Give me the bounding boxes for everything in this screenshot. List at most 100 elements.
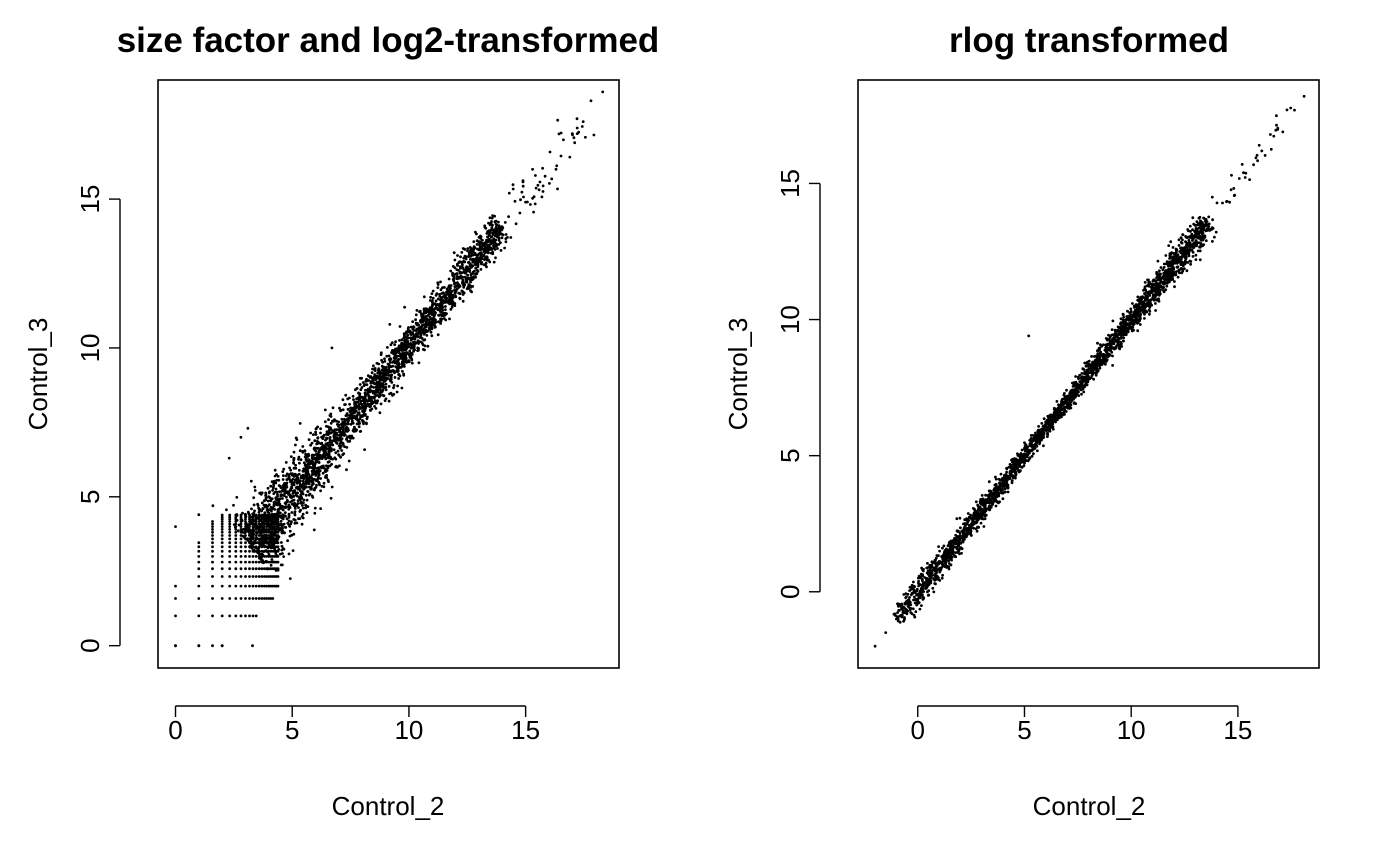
data-point [293,518,297,522]
data-point [361,420,365,424]
data-point [254,597,258,600]
data-point [253,522,257,526]
data-point [1046,435,1049,438]
data-point [337,425,340,428]
data-point [436,283,440,286]
data-point [298,449,302,453]
data-point [387,399,391,403]
data-point [260,538,264,542]
data-point [1142,310,1145,314]
data-point [272,479,276,483]
data-point [327,428,331,432]
data-point [278,515,282,518]
data-point [325,473,328,477]
data-point [929,576,933,579]
data-point [392,384,396,387]
data-point [461,299,465,303]
data-point [1064,410,1068,413]
data-point [275,473,278,476]
data-point [232,523,236,526]
data-point [263,544,266,548]
data-point [1195,220,1199,224]
data-point [325,424,328,428]
data-point [264,496,268,500]
data-point [524,200,527,204]
data-point [555,164,559,168]
data-point [419,332,422,335]
data-point [428,318,431,322]
data-point [987,480,991,484]
data-point [317,472,321,476]
data-point [274,540,278,543]
data-point [239,549,243,553]
data-point [286,539,289,543]
data-point [951,552,955,556]
data-point [433,307,437,310]
data-point [430,292,434,295]
data-point [570,132,574,136]
data-point [265,575,269,578]
data-point [426,329,430,333]
data-point [451,271,454,275]
data-point [262,503,266,507]
data-point [1024,459,1028,462]
data-point [251,575,255,578]
data-point [973,522,976,525]
data-point [251,644,254,648]
data-point [291,549,295,552]
data-point [249,479,253,483]
data-point [256,541,259,544]
data-point [433,322,436,326]
data-point [317,441,321,445]
data-point [471,264,475,268]
data-point [220,515,224,519]
data-point [327,454,331,457]
data-point [478,246,482,250]
data-point [245,523,249,527]
data-point [382,371,386,374]
data-point [568,155,572,159]
data-point [378,380,381,384]
data-point [294,486,298,490]
data-point [478,242,482,245]
data-point [471,249,475,253]
data-point [281,552,284,555]
data-point [343,423,347,427]
data-point [404,338,408,341]
data-point [462,256,466,260]
data-point [548,182,551,185]
data-point [409,342,412,346]
data-point [309,443,312,447]
data-point [269,538,272,542]
data-point [431,296,435,300]
data-point [1191,251,1195,254]
data-point [399,366,403,369]
data-point [296,499,300,503]
data-point [540,195,544,199]
data-point [348,434,352,438]
data-point [265,508,269,512]
data-point [1167,244,1171,248]
data-point [249,536,253,540]
data-point [972,526,975,530]
data-point [314,433,318,436]
data-point [444,298,448,301]
data-point [267,491,271,495]
data-point [356,401,359,404]
data-point [289,500,292,504]
data-point [280,531,284,535]
data-point [488,243,491,247]
data-point [478,259,482,263]
data-point [255,537,259,541]
data-point [234,549,238,553]
data-point [368,390,372,394]
data-point [920,578,924,581]
data-point [329,496,333,500]
data-point [395,390,399,394]
data-point [499,241,502,245]
data-point [228,541,232,545]
data-point [319,477,322,480]
data-point [461,293,465,296]
data-point [410,352,414,355]
